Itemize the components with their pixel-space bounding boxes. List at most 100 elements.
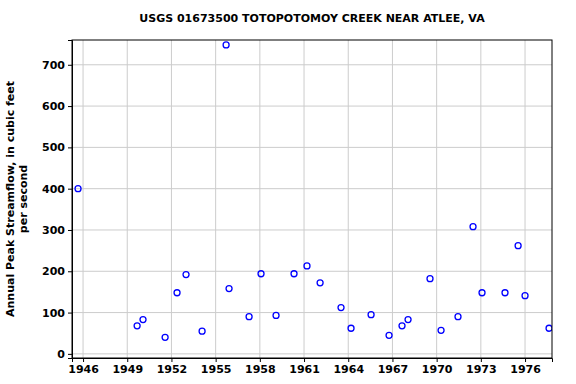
points: [75, 42, 552, 340]
point: [140, 317, 146, 323]
x-tick-label: 1976: [510, 363, 541, 376]
y-grid-line: [72, 271, 552, 272]
grid: [72, 40, 552, 358]
x-grid-line: [215, 40, 216, 358]
y-grid-line: [72, 147, 552, 148]
x-grid-line: [480, 40, 481, 358]
y-tick: 0: [57, 348, 72, 361]
y-tick: 400: [42, 183, 72, 196]
x-tick: 1973: [466, 358, 497, 376]
x-tick: 1976: [510, 358, 541, 376]
y-grid-line: [72, 64, 552, 65]
y-tick-label: 100: [42, 307, 65, 320]
x-grid-line: [259, 40, 260, 358]
point: [246, 314, 252, 320]
x-axis-line: [73, 359, 553, 363]
x-grid-line: [436, 40, 437, 358]
x-grid-line: [304, 40, 305, 358]
y-tick-mark: [68, 147, 72, 148]
point: [199, 328, 205, 334]
x-grid-line: [83, 40, 84, 358]
point: [479, 290, 485, 296]
point: [502, 290, 508, 296]
x-tick-mark: [171, 358, 172, 362]
y-grid-line: [72, 353, 552, 354]
x-tick-label: 1955: [201, 363, 232, 376]
point: [405, 317, 411, 323]
y-tick-mark: [68, 271, 72, 272]
x-grid-line: [525, 40, 526, 358]
y-tick-label: 500: [42, 141, 65, 154]
point: [317, 280, 323, 286]
x-tick: 1946: [68, 358, 99, 376]
x-tick-label: 1949: [112, 363, 143, 376]
x-tick-mark: [304, 358, 305, 362]
x-tick-label: 1961: [289, 363, 320, 376]
plot-frame: [72, 40, 552, 358]
x-tick-mark: [127, 358, 128, 362]
y-grid-line: [72, 312, 552, 313]
x-tick-mark: [260, 358, 261, 362]
x-tick-label: 1970: [422, 363, 453, 376]
y-tick-mark: [68, 354, 72, 355]
x-grid-line: [392, 40, 393, 358]
y-tick-label: 600: [42, 100, 65, 113]
point: [427, 276, 433, 282]
x-tick: 1949: [112, 358, 143, 376]
y-tick-mark: [68, 189, 72, 190]
point: [522, 293, 528, 299]
point: [304, 263, 310, 269]
point: [174, 290, 180, 296]
x-tick-mark: [83, 358, 84, 362]
point: [75, 186, 81, 192]
y-axis-title-line: Annual Peak Streamflow, in cubic feet: [4, 81, 17, 317]
point: [258, 271, 264, 277]
y-tick: 700: [42, 59, 72, 72]
x-tick-mark: [348, 358, 349, 362]
point: [386, 332, 392, 338]
y-tick: 300: [42, 224, 72, 237]
x-tick-label: 1952: [157, 363, 188, 376]
point: [338, 305, 344, 311]
y-tick-label: 400: [42, 183, 65, 196]
x-tick: 1967: [378, 358, 409, 376]
point: [162, 334, 168, 340]
point: [470, 224, 476, 230]
x-tick-mark: [481, 358, 482, 362]
x-tick-mark: [437, 358, 438, 362]
point: [515, 243, 521, 249]
title: USGS 01673500 TOTOPOTOMOY CREEK NEAR ATL…: [139, 12, 485, 25]
x-tick-label: 1964: [333, 363, 364, 376]
y-grid-line: [72, 106, 552, 107]
x-tick: 1961: [289, 358, 320, 376]
x-grid-line: [171, 40, 172, 358]
point: [546, 325, 552, 331]
x-tick-label: 1958: [245, 363, 276, 376]
x-tick-label: 1973: [466, 363, 497, 376]
y-tick: 100: [42, 307, 72, 320]
x-grid-line: [127, 40, 128, 358]
x-tick: 1955: [201, 358, 232, 376]
y-tick-mark: [68, 106, 72, 107]
y-tick-mark: [68, 65, 72, 66]
x-tick-mark: [392, 358, 393, 362]
x-tick-mark: [216, 358, 217, 362]
point: [348, 325, 354, 331]
x-tick: 1952: [157, 358, 188, 376]
y-tick-mark: [68, 313, 72, 314]
y-grid-line: [72, 188, 552, 189]
y-tick-label: 700: [42, 59, 65, 72]
y-axis-title: Annual Peak Streamflow, in cubic feetper…: [4, 81, 30, 317]
x-tick: 1958: [245, 358, 276, 376]
x-grid-line: [348, 40, 349, 358]
y-tick-label: 200: [42, 265, 65, 278]
y-axis-title-line: per second: [17, 165, 30, 233]
y-tick: 500: [42, 141, 72, 154]
y-tick: 200: [42, 265, 72, 278]
point: [368, 312, 374, 318]
point: [134, 323, 140, 329]
point: [273, 312, 279, 318]
y-axis: 0 100 200 300 400 500 600 700: [42, 41, 72, 361]
y-tick-mark: [68, 230, 72, 231]
x-tick-label: 1946: [68, 363, 99, 376]
